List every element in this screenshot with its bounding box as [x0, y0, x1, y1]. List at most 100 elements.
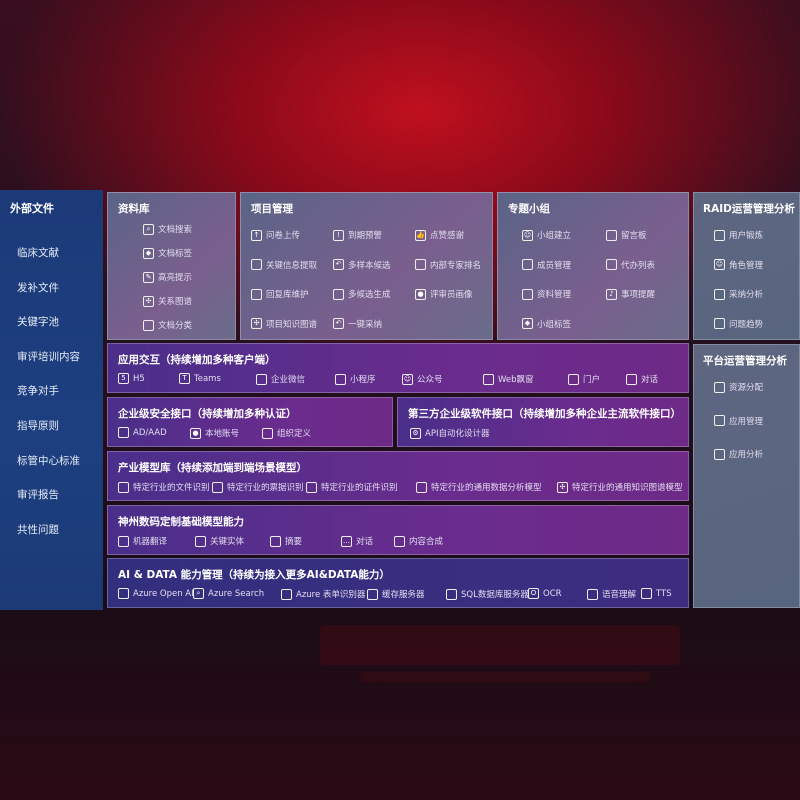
feature-item[interactable]: ✣ 项目知识图谱 — [251, 318, 317, 330]
feature-label: AD/AAD — [133, 427, 167, 438]
speech-icon — [587, 588, 598, 600]
feature-item[interactable]: 关键实体 — [195, 535, 244, 547]
feature-label: 回复库维护 — [266, 290, 309, 300]
feature-item[interactable]: 门户 — [568, 373, 600, 385]
feature-label: 企业微信 — [271, 375, 306, 385]
feature-item[interactable]: 企业微信 — [256, 373, 305, 385]
feature-item[interactable]: 语音理解 — [587, 588, 636, 600]
feature-item[interactable]: ● 本地账号 — [190, 427, 239, 439]
user-add-icon — [522, 259, 533, 270]
feature-item[interactable]: 关键信息提取 — [251, 259, 317, 271]
feature-item[interactable]: 内部专家排名 — [415, 259, 481, 271]
sidebar-item[interactable]: 临床文献 — [17, 247, 59, 259]
wecom-icon — [256, 373, 267, 385]
feature-item[interactable]: T Teams — [179, 373, 221, 384]
feature-item[interactable]: ☺ 公众号 — [402, 373, 443, 385]
feature-item[interactable]: 特定行业的文件识别 — [118, 481, 210, 493]
feature-item[interactable]: ☺ 角色管理 — [714, 259, 763, 271]
feature-item[interactable]: 组织定义 — [262, 427, 311, 439]
feature-item[interactable]: 应用管理 — [714, 415, 763, 427]
feature-item[interactable]: 对话 — [626, 373, 658, 385]
feature-item[interactable]: Azure 表单识别器 — [281, 588, 365, 600]
sidebar-item[interactable]: 审评报告 — [17, 489, 59, 502]
feature-item[interactable]: 成员管理 — [522, 259, 571, 271]
feature-item[interactable]: O OCR — [528, 588, 562, 599]
feature-label: 问题趋势 — [729, 319, 764, 330]
feature-item[interactable]: 小程序 — [335, 373, 376, 385]
sidebar-item[interactable]: 关键字池 — [17, 316, 59, 329]
feature-item[interactable]: ♪ 事项提醒 — [606, 288, 655, 300]
analysis-icon — [714, 448, 725, 460]
feature-item[interactable]: ✣ 关系图谱 — [143, 295, 192, 307]
alarm-icon: ! — [333, 229, 344, 241]
sidebar-item[interactable]: 审评培训内容 — [17, 350, 80, 363]
feature-item[interactable]: 资料管理 — [522, 288, 571, 300]
feature-label: 事项提醒 — [621, 290, 656, 300]
feature-item[interactable]: ⌕ 文档搜索 — [143, 223, 192, 235]
feature-item[interactable]: 特定行业的证件识别 — [306, 481, 398, 493]
sidebar-item[interactable]: 共性问题 — [17, 523, 59, 536]
feature-item[interactable]: ✣ 特定行业的通用知识图谱模型 — [557, 481, 683, 493]
feature-item[interactable]: 资源分配 — [714, 381, 763, 393]
feature-item[interactable]: 机器翻译 — [118, 535, 167, 547]
feature-item[interactable]: ● 评审员画像 — [415, 288, 473, 300]
feature-item[interactable]: ! 到期预警 — [333, 229, 382, 241]
feature-item[interactable]: 👍 点赞感谢 — [415, 229, 464, 241]
feature-item[interactable]: 回复库维护 — [251, 288, 309, 300]
sidebar-item[interactable]: 竞争对手 — [17, 385, 59, 398]
feature-item[interactable]: Azure Open AI — [118, 588, 194, 599]
feature-item[interactable]: 内容合成 — [394, 535, 443, 547]
feature-label: API自动化设计器 — [425, 429, 490, 439]
qa-icon — [714, 288, 725, 300]
feature-item[interactable]: Web飘窗 — [483, 373, 534, 385]
window-icon — [483, 373, 494, 385]
sidebar-item[interactable]: 指导原则 — [17, 420, 59, 432]
chat-users-icon — [626, 373, 637, 385]
feature-item[interactable]: ⚙ API自动化设计器 — [410, 427, 489, 439]
feature-item[interactable]: 缓存服务器 — [367, 588, 425, 600]
panel-6: 企业级安全接口（持续增加多种认证） AD/AAD ● 本地账号 组织定义 — [107, 397, 393, 447]
feature-item[interactable]: SQL数据库服务器 — [446, 588, 529, 600]
feature-label: 特定行业的通用知识图谱模型 — [572, 483, 683, 493]
feature-item[interactable]: 用户锻炼 — [714, 229, 763, 241]
feature-item[interactable]: AD/AAD — [118, 427, 167, 438]
feature-item[interactable]: TTS — [641, 588, 672, 599]
feature-item[interactable]: ↑ 问卷上传 — [251, 229, 300, 241]
bbs-icon — [606, 229, 617, 241]
feature-label: 小组建立 — [537, 231, 572, 241]
feature-item[interactable]: 代办列表 — [606, 259, 655, 271]
miniapp-icon — [335, 373, 346, 385]
feature-item[interactable]: 特定行业的通用数据分析模型 — [416, 481, 542, 493]
feature-item[interactable]: 多候选生成 — [333, 288, 391, 300]
feature-label: 内容合成 — [409, 537, 444, 547]
feature-label: 多样本候选 — [348, 260, 391, 271]
sidebar-item[interactable]: 标管中心标准 — [17, 454, 80, 467]
feature-item[interactable]: ⌕ Azure Search — [193, 588, 264, 599]
feature-item[interactable]: 摘要 — [270, 535, 302, 547]
feature-label: 问卷上传 — [266, 231, 301, 241]
feature-item[interactable]: 文档分类 — [143, 319, 192, 331]
panel-5: 应用交互（持续增加多种客户端） 5 H5 T Teams 企业微信 小程序 ☺ 公众号 Web飘窗… — [107, 343, 689, 393]
feature-item[interactable]: 采纳分析 — [714, 288, 763, 300]
feature-label: 代办列表 — [621, 260, 656, 271]
feature-item[interactable]: 特定行业的票据识别 — [212, 481, 304, 493]
feature-item[interactable]: ◆ 小组标签 — [522, 318, 571, 330]
feature-label: 特定行业的文件识别 — [133, 483, 210, 493]
feature-label: 文档分类 — [158, 321, 193, 331]
feature-item[interactable]: 应用分析 — [714, 448, 763, 460]
id-card-icon — [714, 229, 725, 241]
puzzle-icon — [394, 535, 405, 547]
feature-item[interactable]: ↶ 一键采纳 — [333, 318, 382, 330]
feature-item[interactable]: ↶ 多样本候选 — [333, 259, 391, 271]
feature-label: 内部专家排名 — [430, 260, 482, 271]
feature-item[interactable]: 5 H5 — [118, 373, 145, 384]
feature-item[interactable]: ◆ 文档标签 — [143, 247, 192, 259]
feature-item[interactable]: ☺ 小组建立 — [522, 229, 571, 241]
panel-title: RAID运营管理分析 — [703, 203, 795, 215]
feature-item[interactable]: … 对话 — [341, 535, 373, 547]
sidebar-item[interactable]: 发补文件 — [17, 281, 59, 294]
feature-item[interactable]: ✎ 高亮提示 — [143, 271, 192, 283]
feature-item[interactable]: 问题趋势 — [714, 318, 763, 330]
feature-item[interactable]: 留言板 — [606, 229, 647, 241]
window-icon — [251, 259, 262, 270]
